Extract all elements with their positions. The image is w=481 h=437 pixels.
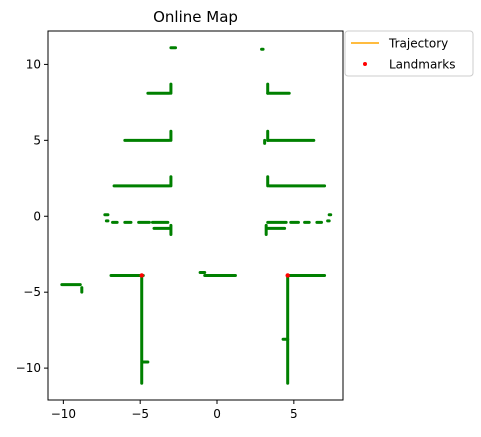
y-tick-label-3: −5 (23, 285, 41, 299)
axes-layer: −10 −5 0 5 10 5 0 −5 −10 (16, 57, 298, 421)
x-tick-label-3: 5 (290, 407, 298, 421)
y-tick-label-4: −10 (16, 361, 41, 375)
landmark-layer (139, 273, 290, 278)
legend: Trajectory Landmarks (344, 30, 474, 77)
map-layer (60, 46, 333, 385)
y-tick-label-2: 0 (33, 209, 41, 223)
x-tick-label-0: −10 (51, 407, 76, 421)
y-tick-label-0: 10 (26, 57, 41, 71)
legend-label-0: Trajectory (388, 37, 448, 51)
plot-frame (47, 30, 344, 401)
landmark-point-0 (139, 273, 144, 278)
chart-title: Online Map (153, 8, 238, 26)
legend-label-1: Landmarks (389, 58, 455, 72)
y-tick-label-1: 5 (33, 133, 41, 147)
x-tick-label-1: −5 (131, 407, 149, 421)
landmark-point-1 (285, 273, 290, 278)
x-tick-label-2: 0 (213, 407, 221, 421)
legend-symbol-1 (363, 62, 367, 66)
